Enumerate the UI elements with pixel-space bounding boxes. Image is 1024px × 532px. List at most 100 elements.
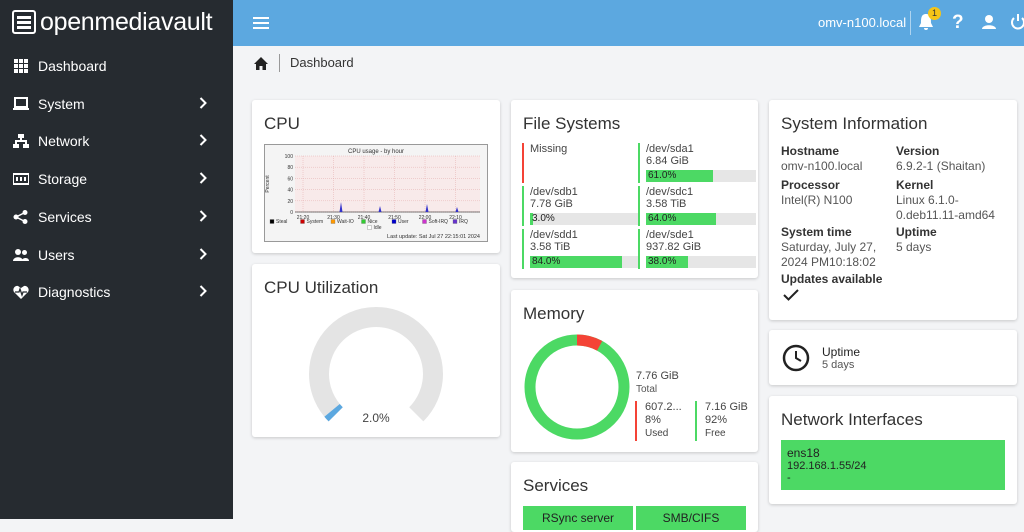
legend-label: Idle: [374, 225, 382, 231]
chevron: [199, 210, 207, 222]
chevron-path: [199, 96, 207, 109]
used-label: Used: [645, 428, 669, 439]
nav-icon: [13, 248, 29, 261]
used-percent: 8%: [645, 414, 661, 426]
uptime-card: Uptime 5 days: [769, 330, 1017, 385]
brand-logo: [12, 10, 36, 34]
separator: [910, 11, 911, 35]
y-tick-label: 80: [287, 165, 293, 171]
breadcrumb-separator: [279, 54, 280, 72]
usage-label: 84.0%: [532, 256, 561, 267]
usage-bar: 3.0%: [530, 213, 640, 225]
nav-label: Services: [38, 208, 92, 225]
x-tick-label: 22:10: [449, 215, 462, 221]
brand-name: openmediavault: [40, 8, 213, 36]
field-value: 6.9.2-1 (Shaitan): [896, 159, 986, 173]
field-value: Intel(R) N100: [781, 193, 853, 207]
nav-item[interactable]: Network: [0, 123, 233, 159]
top-bar: omv-n100.local 1 ?: [233, 0, 1024, 46]
gauge-track: [309, 307, 443, 422]
card-title: Memory: [523, 304, 585, 323]
cpu-card: CPU CPU usage - by hour Percent Last upd…: [252, 100, 500, 253]
clock-icon: [782, 344, 810, 372]
legend-swatch: [269, 219, 275, 224]
nav-label: Users: [38, 246, 75, 263]
field-label: Kernel: [896, 178, 934, 192]
services-card: Services RSync server SMB/CIFS: [511, 462, 758, 532]
service-name: RSync server: [541, 511, 615, 525]
field-label: System time: [781, 225, 852, 239]
nav-icon: [13, 209, 28, 224]
y-tick-label: 20: [287, 199, 293, 205]
usage-fill: [646, 256, 688, 268]
legend-swatch: [361, 219, 366, 224]
interface-item[interactable]: ens18 192.168.1.55/24-: [781, 440, 1005, 490]
device-size: 3.58 TiB: [646, 198, 687, 210]
service-badge[interactable]: RSync server: [523, 506, 633, 530]
chevron-path: [199, 285, 207, 297]
help-button[interactable]: ?: [952, 12, 964, 33]
interface-extra: -: [787, 472, 791, 484]
nav-item[interactable]: Dashboard: [0, 48, 233, 84]
chevron-path: [199, 210, 207, 222]
field-label: Uptime: [896, 225, 937, 239]
legend-swatch: [330, 219, 336, 224]
x-tick-label: 21:40: [358, 215, 371, 221]
chevron-path: [199, 247, 207, 260]
card-title: CPU Utilization: [264, 278, 379, 297]
memory-donut: [524, 334, 630, 440]
field-value: Saturday, July 27, 2024 PM10:18:02: [781, 240, 877, 269]
field-label: Processor: [781, 178, 840, 192]
legend-swatch: [300, 219, 305, 224]
usage-spike: [339, 202, 343, 212]
usage-spike: [378, 206, 382, 212]
sidebar: openmediavault Dashboard System Network Sto…: [0, 0, 233, 519]
power-button[interactable]: [1010, 13, 1024, 30]
y-tick-label: 100: [285, 154, 294, 160]
home-icon[interactable]: [253, 56, 269, 71]
chevron: [199, 96, 207, 109]
interface-address: 192.168.1.55/24: [787, 460, 867, 472]
device-name: /dev/sdc1: [646, 186, 694, 198]
memory-total-label: Total: [636, 384, 658, 395]
legend-label: IRQ: [459, 219, 468, 225]
x-tick-label: 21:30: [327, 215, 340, 221]
device-size: 3.58 TiB: [530, 241, 571, 253]
service-badge[interactable]: SMB/CIFS: [636, 506, 746, 530]
y-tick-label: 60: [287, 176, 293, 182]
legend-swatch: [367, 225, 372, 230]
nav-icon: [13, 173, 29, 186]
chevron: [199, 172, 207, 184]
free-percent: 92%: [705, 414, 728, 426]
check-icon: [783, 289, 799, 301]
nav-item[interactable]: Services: [0, 199, 233, 235]
legend-swatch: [391, 219, 397, 224]
file-system-item: /dev/sdd1 3.58 TiB 84.0%: [522, 229, 640, 269]
memory-total: 7.76 GiB: [636, 370, 679, 382]
device-name: /dev/sdb1: [530, 186, 578, 198]
usage-spike: [425, 204, 429, 212]
x-tick-label: 21:20: [297, 215, 310, 221]
nav-item[interactable]: System: [0, 86, 233, 122]
field-value: Linux 6.1.0-0.deb11.11-amd64: [896, 193, 995, 222]
nav-item[interactable]: Storage: [0, 161, 233, 197]
card-title: CPU: [264, 114, 300, 133]
free-label: Free: [705, 428, 726, 439]
chevron-path: [199, 172, 207, 184]
field-label: Hostname: [781, 144, 840, 158]
field-value: omv-n100.local: [781, 159, 863, 173]
device-size: 6.84 GiB: [646, 155, 689, 167]
nav-item[interactable]: Users: [0, 237, 233, 273]
menu-button[interactable]: [253, 16, 269, 30]
user-button[interactable]: [981, 14, 997, 30]
y-tick-label: 0: [290, 210, 293, 216]
usage-bar: 38.0%: [646, 256, 756, 268]
cpu-graph: CPU usage - by hour Percent Last update:…: [264, 144, 488, 242]
chevron: [199, 285, 207, 297]
legend-label: Wait-IO: [337, 219, 354, 225]
nav-item[interactable]: Diagnostics: [0, 274, 233, 310]
file-systems-card: File Systems Missing/dev/sda1 6.84 GiB 61.…: [511, 100, 758, 278]
field-value: 5 days: [896, 240, 932, 254]
